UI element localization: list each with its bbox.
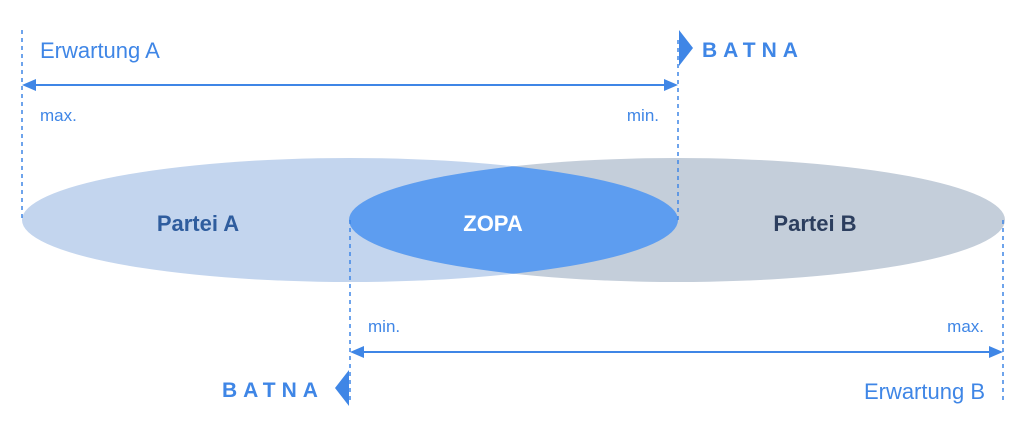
expectation-a-arrow — [22, 79, 678, 91]
expectation-b-label: Erwartung B — [864, 379, 985, 404]
zopa-overlap — [349, 158, 678, 282]
expectation-b-max-label: max. — [947, 317, 984, 336]
expectation-a-max-label: max. — [40, 106, 77, 125]
party-a-label: Partei A — [157, 211, 239, 236]
batna-a-label: BATNA — [702, 39, 804, 62]
batna-b-marker — [335, 370, 349, 406]
batna-b-label: BATNA — [222, 379, 324, 402]
zopa-label: ZOPA — [463, 211, 523, 236]
expectation-b-arrow — [350, 346, 1003, 358]
expectation-a-label: Erwartung A — [40, 38, 160, 63]
expectation-a-min-label: min. — [627, 106, 659, 125]
party-b-label: Partei B — [773, 211, 856, 236]
expectation-b-min-label: min. — [368, 317, 400, 336]
batna-a-marker — [679, 30, 693, 66]
